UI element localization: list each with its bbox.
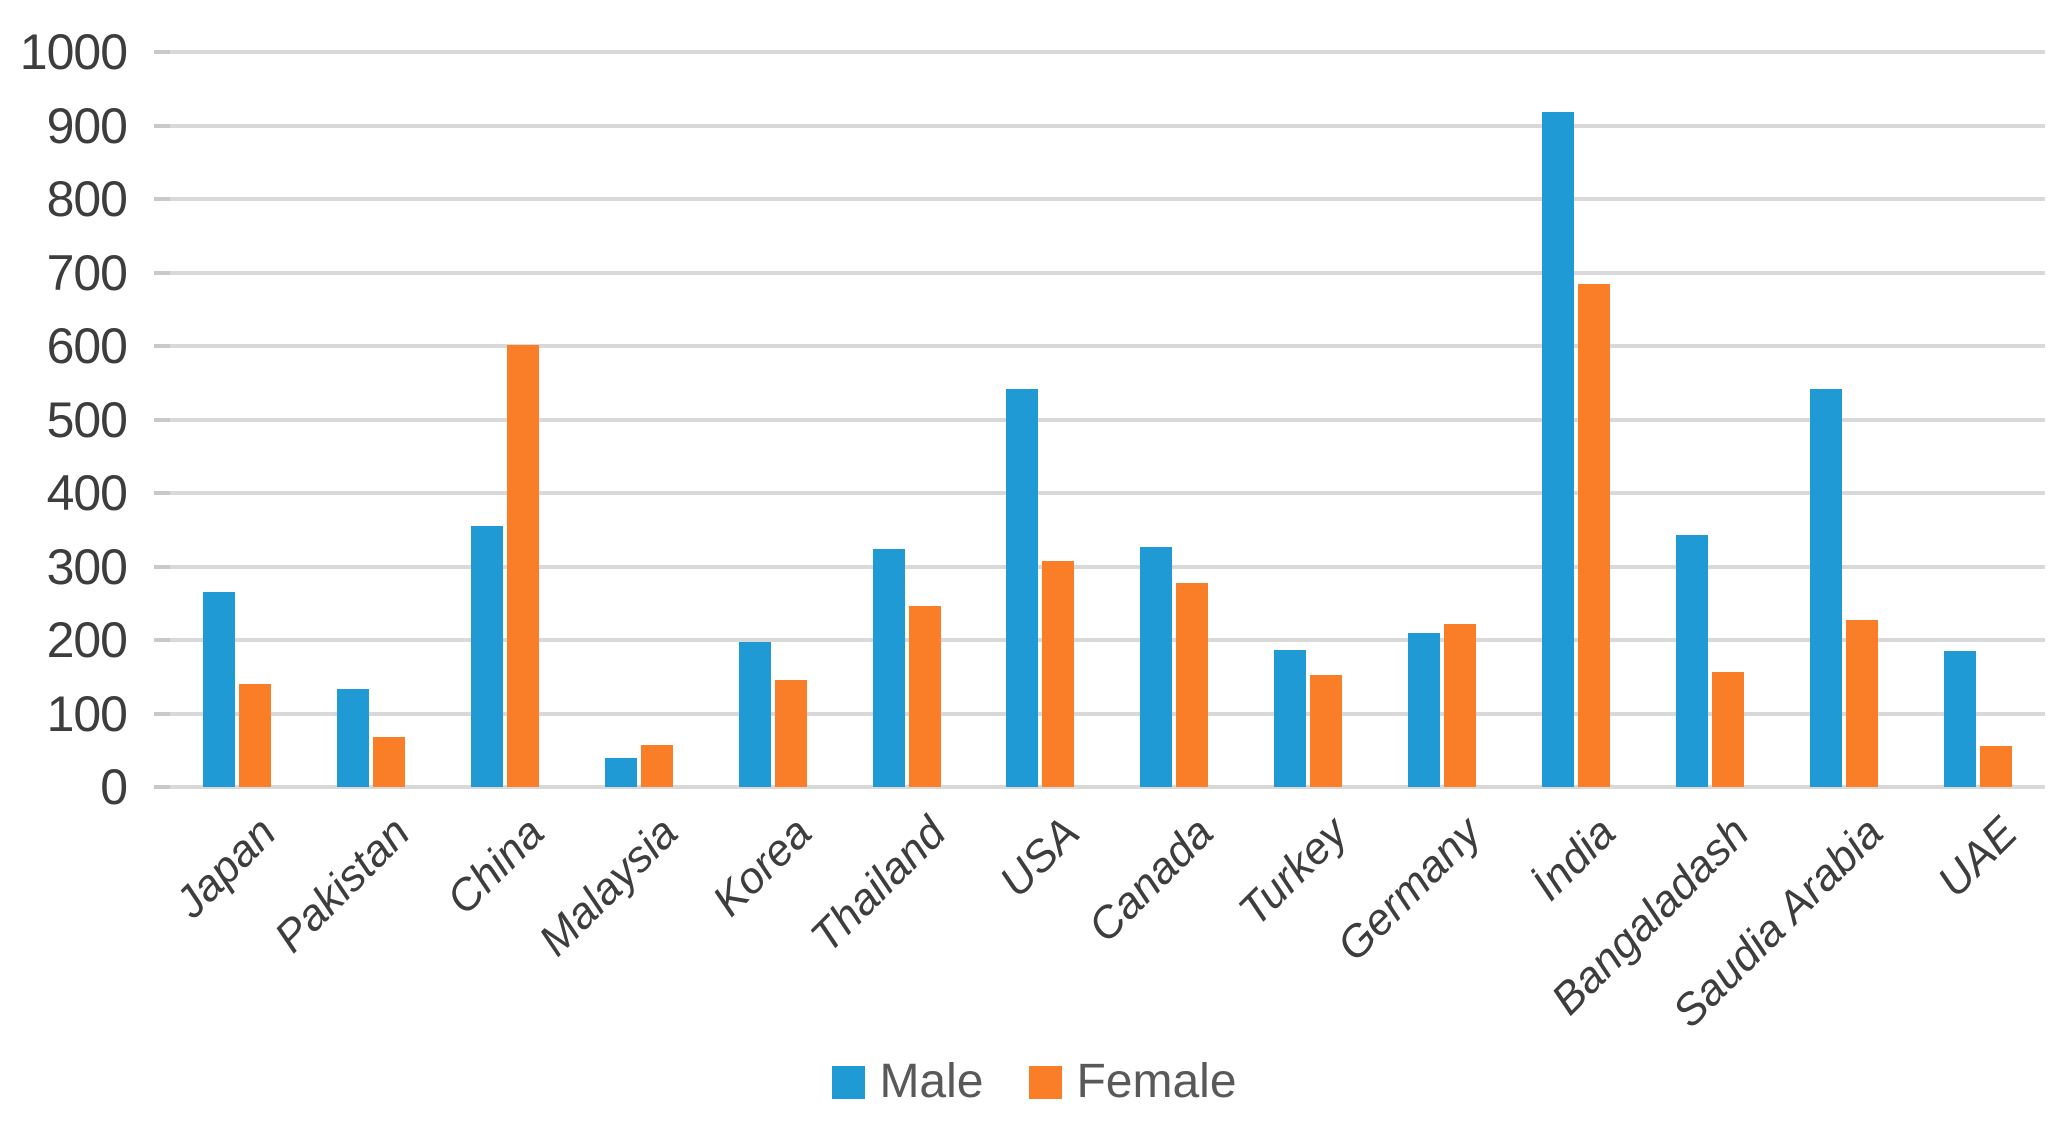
bar-group-pakistan bbox=[304, 52, 438, 787]
y-tick-label: 700 bbox=[46, 244, 128, 301]
male-bar-japan bbox=[202, 592, 235, 787]
y-tick-label: 500 bbox=[46, 391, 128, 448]
bar-group-saudia-arabia bbox=[1777, 52, 1911, 787]
gridline-900 bbox=[170, 123, 2045, 128]
bar-group-germany bbox=[1375, 52, 1509, 787]
y-tick-label: 1000 bbox=[19, 24, 128, 80]
plot-area bbox=[154, 50, 2045, 789]
category-label-japan: Japan bbox=[166, 807, 286, 928]
category-label-i̇ndia: İndia bbox=[1522, 807, 1625, 911]
y-tick-label: 200 bbox=[46, 612, 128, 668]
gridline-500 bbox=[170, 417, 2045, 422]
female-bar-turkey bbox=[1310, 675, 1343, 787]
gridline-1000 bbox=[170, 50, 2045, 54]
male-bar-canada bbox=[1140, 547, 1173, 787]
male-legend-swatch bbox=[832, 1065, 866, 1099]
category-label-malaysia: Malaysia bbox=[529, 807, 688, 966]
bar-group-thailand bbox=[840, 52, 974, 787]
y-tick-mark bbox=[154, 50, 170, 54]
gridline-0 bbox=[170, 785, 2045, 789]
bar-group-uae bbox=[1911, 52, 2045, 787]
male-bar-korea bbox=[738, 642, 771, 787]
y-tick-label: 800 bbox=[46, 171, 128, 227]
gridline-100 bbox=[170, 711, 2045, 716]
category-label-usa: USA bbox=[990, 807, 1090, 907]
y-tick-label: 300 bbox=[46, 538, 128, 595]
bar-group-japan bbox=[170, 52, 304, 787]
bar-group-canada bbox=[1107, 52, 1241, 787]
y-tick-mark bbox=[154, 785, 170, 789]
gridline-200 bbox=[170, 638, 2045, 642]
category-label-germany: Germany bbox=[1328, 807, 1491, 971]
gridline-800 bbox=[170, 197, 2045, 201]
female-bar-pakistan bbox=[372, 737, 405, 787]
category-label-thailand: Thailand bbox=[801, 807, 956, 962]
y-tick-mark bbox=[154, 270, 170, 275]
y-tick-label: 100 bbox=[46, 685, 128, 742]
bar-group-korea bbox=[706, 52, 840, 787]
male-bar-i̇ndia bbox=[1542, 112, 1575, 787]
category-label-turkey: Turkey bbox=[1229, 807, 1357, 936]
bar-group-bangaladash bbox=[1643, 52, 1777, 787]
bar-group-usa bbox=[974, 52, 1108, 787]
bar-group-malaysia bbox=[572, 52, 706, 787]
female-legend-swatch bbox=[1029, 1065, 1063, 1099]
bar-group-turkey bbox=[1241, 52, 1375, 787]
male-legend-label: Male bbox=[879, 1055, 984, 1108]
legend: Male Female bbox=[0, 1058, 2069, 1106]
gridline-700 bbox=[170, 270, 2045, 275]
category-label-china: China bbox=[437, 807, 554, 924]
male-bar-germany bbox=[1408, 632, 1441, 787]
y-tick-label: 0 bbox=[100, 759, 128, 815]
bar-group-i̇ndia bbox=[1509, 52, 1643, 787]
bar-groups bbox=[170, 52, 2045, 787]
male-bar-usa bbox=[1006, 389, 1039, 787]
female-bar-japan bbox=[238, 684, 271, 787]
gridline-300 bbox=[170, 564, 2045, 569]
y-tick-label: 900 bbox=[46, 97, 128, 154]
y-tick-mark bbox=[154, 417, 170, 422]
y-tick-mark bbox=[154, 491, 170, 495]
category-label-pakistan: Pakistan bbox=[265, 807, 420, 962]
female-bar-bangaladash bbox=[1712, 672, 1745, 787]
y-tick-mark bbox=[154, 638, 170, 642]
female-bar-saudia-arabia bbox=[1846, 620, 1879, 787]
female-bar-china bbox=[506, 344, 539, 787]
male-bar-thailand bbox=[872, 548, 905, 787]
y-tick-mark bbox=[154, 711, 170, 716]
gridline-400 bbox=[170, 491, 2045, 495]
male-bar-uae bbox=[1943, 651, 1976, 787]
female-legend-label: Female bbox=[1076, 1055, 1237, 1108]
y-tick-mark bbox=[154, 123, 170, 128]
category-label-canada: Canada bbox=[1079, 807, 1223, 952]
y-tick-mark bbox=[154, 197, 170, 201]
female-bar-korea bbox=[774, 680, 807, 787]
male-bar-pakistan bbox=[336, 689, 369, 787]
y-tick-mark bbox=[154, 344, 170, 348]
y-tick-mark bbox=[154, 564, 170, 569]
bar-group-china bbox=[438, 52, 572, 787]
male-bar-saudia-arabia bbox=[1810, 389, 1843, 787]
gridline-600 bbox=[170, 344, 2045, 348]
category-label-uae: UAE bbox=[1927, 807, 2027, 907]
female-bar-uae bbox=[1979, 745, 2012, 787]
female-bar-germany bbox=[1444, 623, 1477, 787]
male-bar-malaysia bbox=[604, 757, 637, 787]
male-bar-bangaladash bbox=[1676, 534, 1709, 787]
female-bar-usa bbox=[1042, 561, 1075, 787]
y-tick-label: 400 bbox=[46, 465, 128, 521]
female-bar-canada bbox=[1176, 582, 1209, 787]
category-label-korea: Korea bbox=[703, 807, 822, 926]
female-bar-thailand bbox=[908, 606, 941, 787]
male-bar-china bbox=[470, 526, 503, 787]
male-bar-turkey bbox=[1274, 649, 1307, 787]
y-tick-label: 600 bbox=[46, 318, 128, 374]
female-bar-malaysia bbox=[640, 745, 673, 787]
female-bar-i̇ndia bbox=[1578, 283, 1611, 787]
legend-item-male: Male bbox=[832, 1058, 983, 1106]
legend-item-female: Female bbox=[1029, 1055, 1237, 1108]
